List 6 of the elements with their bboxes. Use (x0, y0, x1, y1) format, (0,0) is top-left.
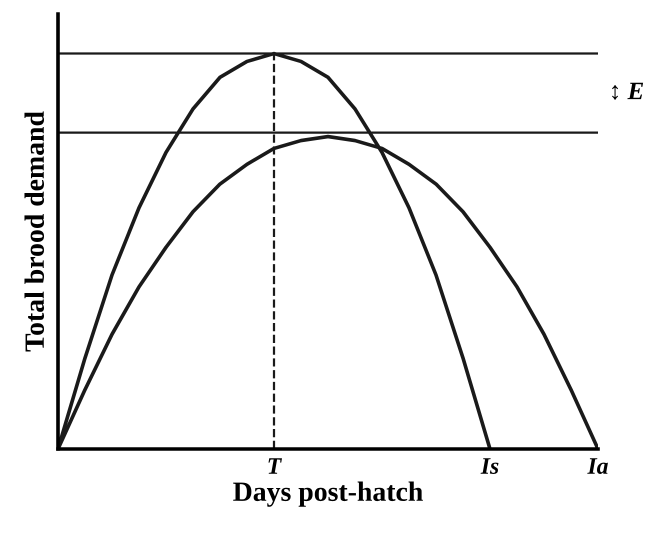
x-tick-label: T (268, 458, 282, 474)
y-axis-title: Total brood demand (24, 111, 44, 352)
text: ↕ E (612, 82, 644, 100)
x-axis-title: Days post-hatch (233, 482, 423, 507)
x-tick-label: Is (480, 458, 498, 474)
x-tick-label: Ia (587, 458, 608, 474)
